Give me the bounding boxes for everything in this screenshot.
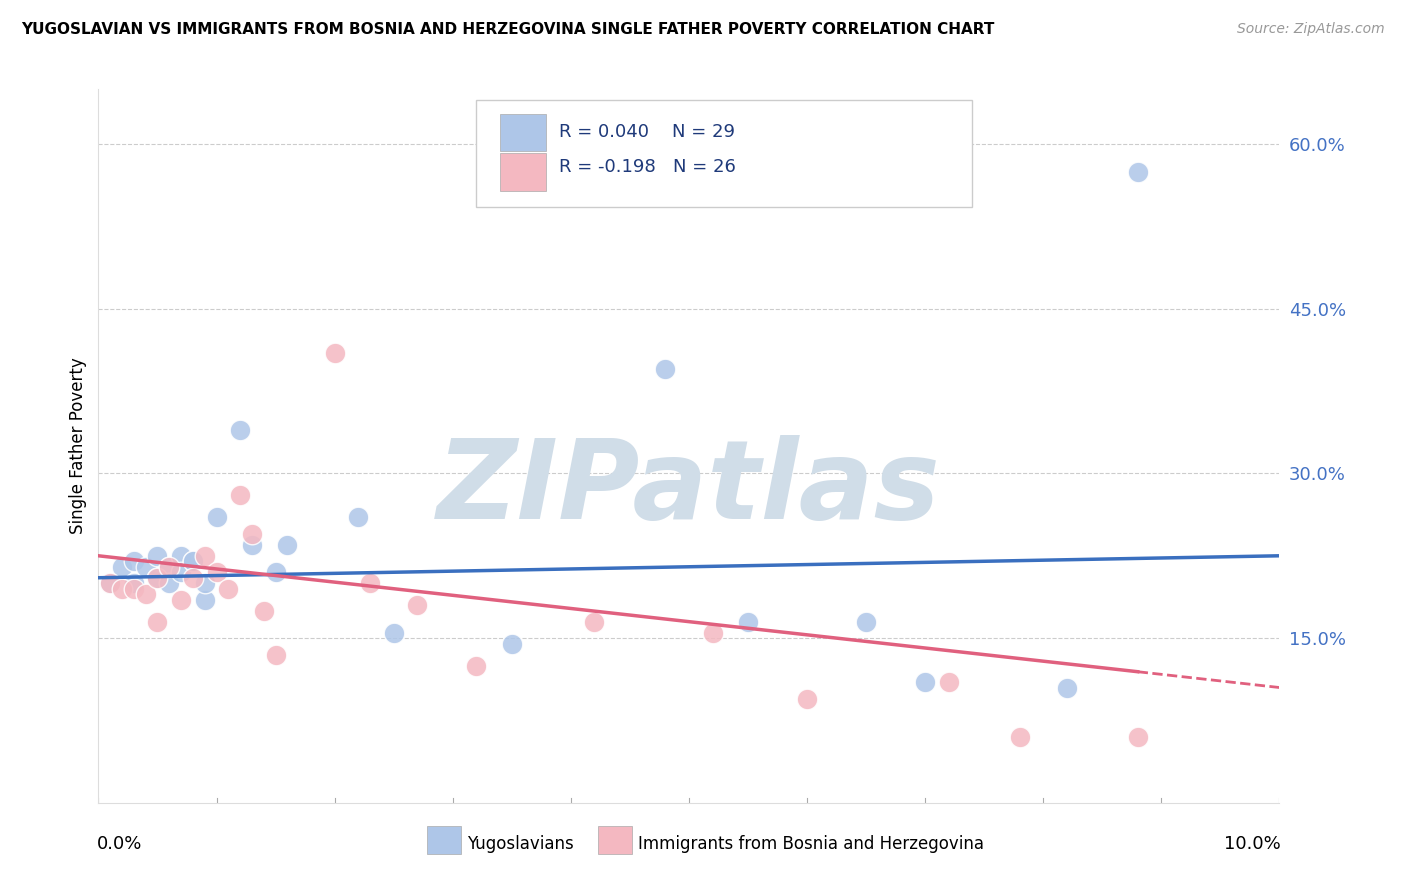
- FancyBboxPatch shape: [477, 100, 973, 207]
- Point: [135, 587, 157, 601]
- Point: [229, 423, 252, 437]
- Point: [170, 549, 193, 563]
- Point: [938, 675, 960, 690]
- Point: [1056, 681, 1078, 695]
- Point: [253, 604, 276, 618]
- Point: [501, 637, 523, 651]
- Point: [181, 554, 204, 568]
- Text: Immigrants from Bosnia and Herzegovina: Immigrants from Bosnia and Herzegovina: [638, 835, 984, 853]
- Point: [122, 582, 145, 596]
- Point: [264, 648, 287, 662]
- Point: [146, 571, 169, 585]
- Point: [914, 675, 936, 690]
- Point: [855, 615, 877, 629]
- Point: [194, 592, 217, 607]
- Point: [157, 576, 180, 591]
- Point: [382, 625, 405, 640]
- Point: [146, 549, 169, 563]
- Text: 0.0%: 0.0%: [97, 835, 142, 853]
- Point: [157, 559, 180, 574]
- Point: [737, 615, 759, 629]
- Point: [347, 510, 370, 524]
- Point: [1126, 730, 1149, 744]
- Text: ZIPatlas: ZIPatlas: [437, 435, 941, 542]
- Point: [111, 582, 134, 596]
- FancyBboxPatch shape: [427, 826, 461, 855]
- Point: [654, 362, 676, 376]
- Point: [796, 691, 818, 706]
- Point: [111, 559, 134, 574]
- Point: [194, 549, 217, 563]
- Point: [122, 576, 145, 591]
- Point: [205, 510, 228, 524]
- Point: [146, 571, 169, 585]
- Point: [465, 658, 488, 673]
- Text: R = -0.198   N = 26: R = -0.198 N = 26: [560, 159, 735, 177]
- Point: [229, 488, 252, 502]
- Point: [194, 576, 217, 591]
- Point: [264, 566, 287, 580]
- Point: [181, 571, 204, 585]
- Point: [170, 592, 193, 607]
- Y-axis label: Single Father Poverty: Single Father Poverty: [69, 358, 87, 534]
- Point: [122, 554, 145, 568]
- Point: [98, 576, 121, 591]
- Point: [170, 566, 193, 580]
- Point: [157, 559, 180, 574]
- Point: [181, 554, 204, 568]
- Point: [146, 615, 169, 629]
- FancyBboxPatch shape: [501, 114, 546, 152]
- FancyBboxPatch shape: [501, 153, 546, 191]
- Point: [240, 538, 263, 552]
- Point: [135, 559, 157, 574]
- Text: YUGOSLAVIAN VS IMMIGRANTS FROM BOSNIA AND HERZEGOVINA SINGLE FATHER POVERTY CORR: YUGOSLAVIAN VS IMMIGRANTS FROM BOSNIA AN…: [21, 22, 994, 37]
- Point: [406, 598, 429, 612]
- Text: 10.0%: 10.0%: [1223, 835, 1281, 853]
- Point: [1008, 730, 1031, 744]
- Point: [217, 582, 239, 596]
- Point: [98, 576, 121, 591]
- Text: R = 0.040    N = 29: R = 0.040 N = 29: [560, 123, 735, 141]
- Text: Yugoslavians: Yugoslavians: [467, 835, 574, 853]
- Point: [583, 615, 606, 629]
- FancyBboxPatch shape: [598, 826, 633, 855]
- Point: [359, 576, 381, 591]
- Point: [205, 566, 228, 580]
- Point: [323, 345, 346, 359]
- Point: [702, 625, 724, 640]
- Point: [1126, 164, 1149, 178]
- Point: [240, 526, 263, 541]
- Text: Source: ZipAtlas.com: Source: ZipAtlas.com: [1237, 22, 1385, 37]
- Point: [276, 538, 298, 552]
